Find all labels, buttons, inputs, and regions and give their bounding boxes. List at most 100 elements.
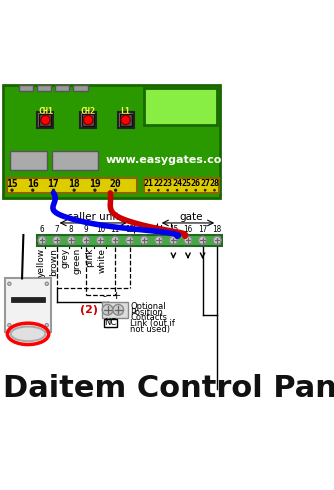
Text: 25: 25 — [181, 179, 191, 188]
Text: L1: L1 — [121, 107, 131, 116]
Bar — [120, 114, 132, 126]
Text: 18: 18 — [212, 224, 222, 234]
Text: 11: 11 — [111, 224, 120, 234]
Text: grey: grey — [60, 247, 69, 268]
Circle shape — [102, 304, 113, 315]
Bar — [118, 112, 134, 128]
Circle shape — [184, 236, 192, 245]
Bar — [3, 85, 220, 198]
Bar — [55, 85, 69, 91]
Circle shape — [166, 189, 169, 192]
Circle shape — [140, 236, 148, 245]
Text: 23: 23 — [163, 179, 173, 188]
Text: 8: 8 — [69, 224, 73, 234]
Text: 28: 28 — [209, 179, 219, 188]
Text: green: green — [72, 247, 81, 274]
Text: 6: 6 — [40, 224, 44, 234]
Text: 26: 26 — [191, 179, 201, 188]
Text: Contacts: Contacts — [130, 313, 167, 322]
Text: NC: NC — [104, 318, 116, 327]
Circle shape — [113, 304, 124, 315]
Circle shape — [111, 236, 119, 245]
Bar — [52, 151, 98, 170]
Circle shape — [8, 323, 11, 327]
Text: Position: Position — [130, 308, 163, 317]
Circle shape — [155, 236, 163, 245]
Circle shape — [204, 189, 206, 192]
Circle shape — [31, 189, 34, 192]
Text: 15: 15 — [6, 178, 18, 189]
Circle shape — [10, 189, 14, 192]
Circle shape — [114, 189, 117, 192]
Circle shape — [53, 236, 61, 245]
Text: Link (out if: Link (out if — [130, 319, 175, 328]
Bar — [104, 319, 117, 326]
Circle shape — [38, 236, 46, 245]
Bar — [37, 112, 53, 128]
Bar — [102, 302, 128, 318]
Circle shape — [93, 189, 97, 192]
Circle shape — [52, 189, 55, 192]
Bar — [73, 85, 88, 91]
Text: 14: 14 — [154, 224, 163, 234]
Bar — [11, 297, 45, 302]
Text: white: white — [97, 247, 106, 272]
Text: 24: 24 — [172, 179, 182, 188]
Text: 18: 18 — [68, 178, 80, 189]
Circle shape — [8, 282, 11, 285]
Bar — [10, 151, 47, 170]
Text: 22: 22 — [153, 179, 163, 188]
Bar — [39, 114, 51, 126]
Text: 16: 16 — [27, 178, 39, 189]
Text: 19: 19 — [89, 178, 101, 189]
Text: pink: pink — [85, 247, 94, 267]
Text: Optional: Optional — [130, 302, 166, 312]
Circle shape — [121, 115, 130, 125]
Text: 27: 27 — [200, 179, 210, 188]
Circle shape — [45, 323, 48, 327]
Circle shape — [97, 236, 105, 245]
Text: 13: 13 — [140, 224, 149, 234]
Text: gate: gate — [180, 212, 203, 221]
Text: 16: 16 — [183, 224, 193, 234]
Text: not used): not used) — [130, 324, 170, 334]
Text: 20: 20 — [110, 178, 122, 189]
Bar — [5, 278, 51, 332]
Bar — [80, 112, 96, 128]
Circle shape — [41, 115, 50, 125]
Circle shape — [72, 189, 76, 192]
Circle shape — [82, 236, 90, 245]
Text: 17: 17 — [198, 224, 207, 234]
Circle shape — [45, 282, 48, 285]
Circle shape — [198, 236, 206, 245]
Bar — [37, 235, 222, 245]
Text: 10: 10 — [96, 224, 105, 234]
Circle shape — [213, 189, 216, 192]
Circle shape — [126, 236, 134, 245]
Circle shape — [148, 189, 150, 192]
Circle shape — [176, 189, 178, 192]
Text: 7: 7 — [54, 224, 59, 234]
Circle shape — [213, 236, 221, 245]
Text: -: - — [103, 291, 107, 301]
Bar — [19, 85, 33, 91]
Text: www.easygates.co.uk: www.easygates.co.uk — [106, 155, 242, 165]
Text: 9: 9 — [84, 224, 88, 234]
Text: 15: 15 — [169, 224, 178, 234]
Text: (2): (2) — [79, 305, 98, 315]
Bar — [37, 85, 51, 91]
Circle shape — [185, 189, 188, 192]
Bar — [144, 88, 217, 125]
Circle shape — [84, 115, 93, 125]
Text: 12: 12 — [125, 224, 134, 234]
Text: CH1: CH1 — [38, 107, 53, 116]
Bar — [82, 114, 94, 126]
Text: brown: brown — [49, 247, 58, 275]
Circle shape — [169, 236, 177, 245]
Text: yellow: yellow — [37, 247, 46, 277]
Text: CH2: CH2 — [81, 107, 96, 116]
Bar — [144, 178, 219, 193]
Text: Daitem Control Panel: Daitem Control Panel — [3, 374, 334, 403]
Text: caller unit: caller unit — [67, 212, 119, 221]
Text: 17: 17 — [47, 178, 59, 189]
